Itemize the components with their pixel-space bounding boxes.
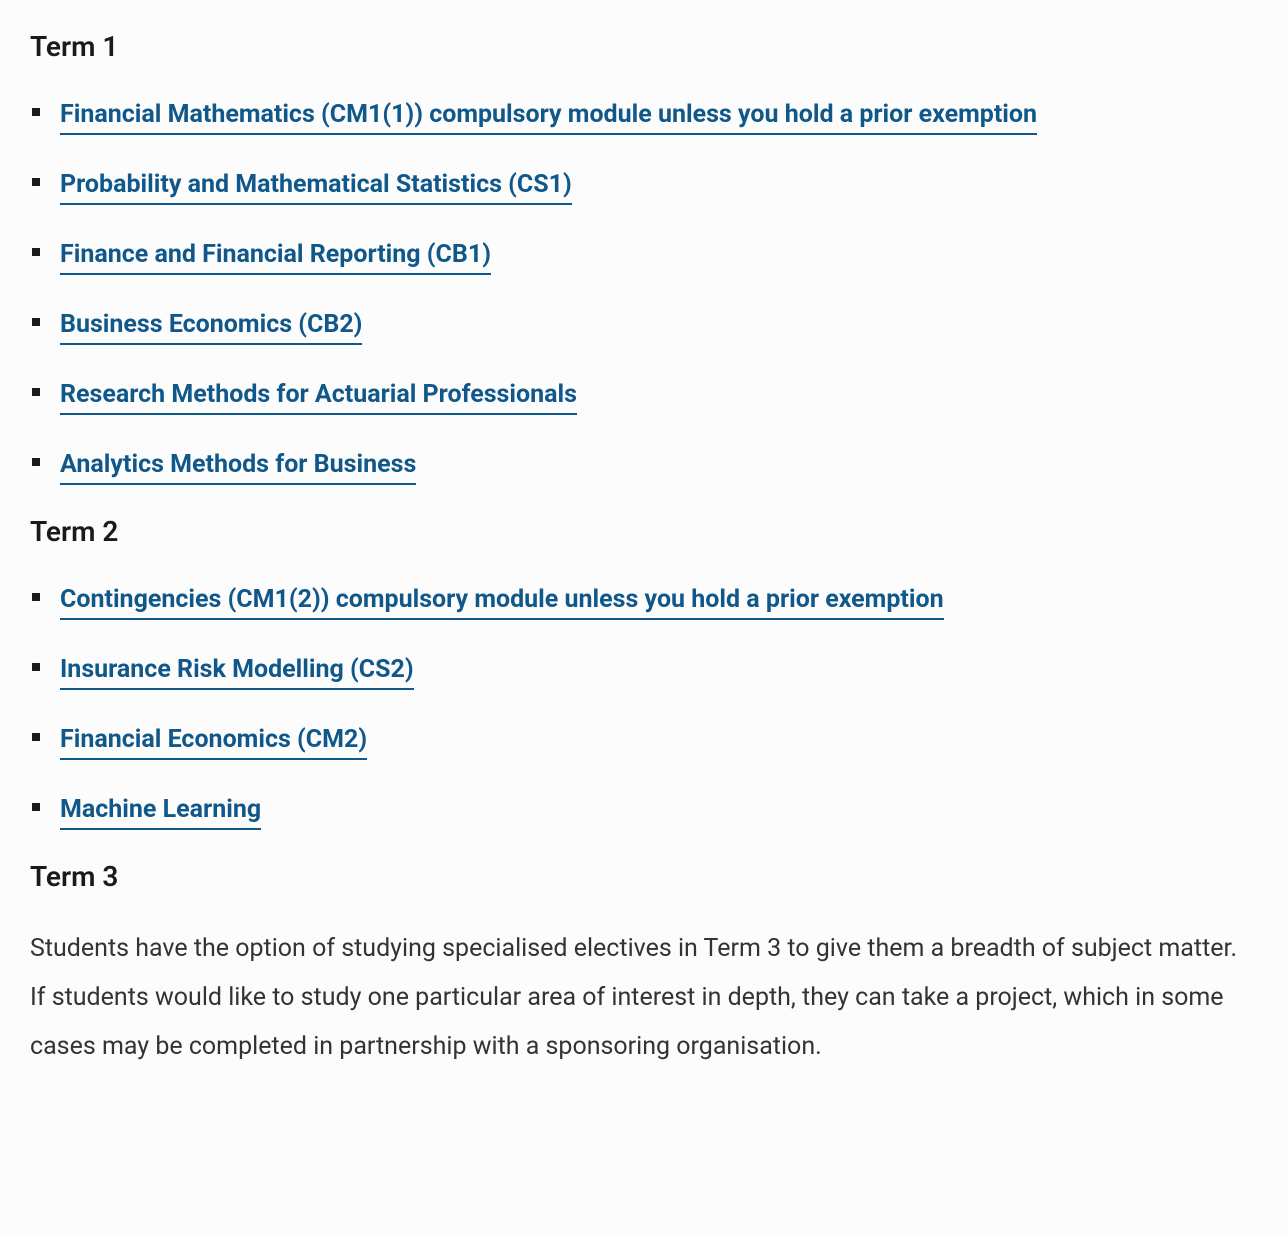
module-link[interactable]: Probability and Mathematical Statistics …	[60, 170, 572, 205]
list-item: Probability and Mathematical Statistics …	[30, 165, 1258, 205]
module-link[interactable]: Financial Economics (CM2)	[60, 725, 367, 760]
module-link[interactable]: Research Methods for Actuarial Professio…	[60, 380, 577, 415]
list-item: Business Economics (CB2)	[30, 305, 1258, 345]
list-item: Contingencies (CM1(2)) compulsory module…	[30, 580, 1258, 620]
module-link[interactable]: Analytics Methods for Business	[60, 450, 416, 485]
term-1-module-list: Financial Mathematics (CM1(1)) compulsor…	[30, 95, 1258, 485]
list-item: Financial Mathematics (CM1(1)) compulsor…	[30, 95, 1258, 135]
module-link[interactable]: Finance and Financial Reporting (CB1)	[60, 240, 491, 275]
term-2-module-list: Contingencies (CM1(2)) compulsory module…	[30, 580, 1258, 830]
term-2-heading: Term 2	[30, 515, 1258, 548]
term-3-body: Students have the option of studying spe…	[30, 925, 1258, 1071]
module-link[interactable]: Insurance Risk Modelling (CS2)	[60, 655, 414, 690]
list-item: Finance and Financial Reporting (CB1)	[30, 235, 1258, 275]
term-1-heading: Term 1	[30, 30, 1258, 63]
module-link[interactable]: Business Economics (CB2)	[60, 310, 362, 345]
module-link[interactable]: Machine Learning	[60, 795, 261, 830]
list-item: Machine Learning	[30, 790, 1258, 830]
course-structure: Term 1 Financial Mathematics (CM1(1)) co…	[30, 30, 1258, 1071]
term-3-heading: Term 3	[30, 860, 1258, 893]
module-link[interactable]: Financial Mathematics (CM1(1)) compulsor…	[60, 100, 1037, 135]
list-item: Insurance Risk Modelling (CS2)	[30, 650, 1258, 690]
list-item: Analytics Methods for Business	[30, 445, 1258, 485]
module-link[interactable]: Contingencies (CM1(2)) compulsory module…	[60, 585, 944, 620]
list-item: Research Methods for Actuarial Professio…	[30, 375, 1258, 415]
list-item: Financial Economics (CM2)	[30, 720, 1258, 760]
